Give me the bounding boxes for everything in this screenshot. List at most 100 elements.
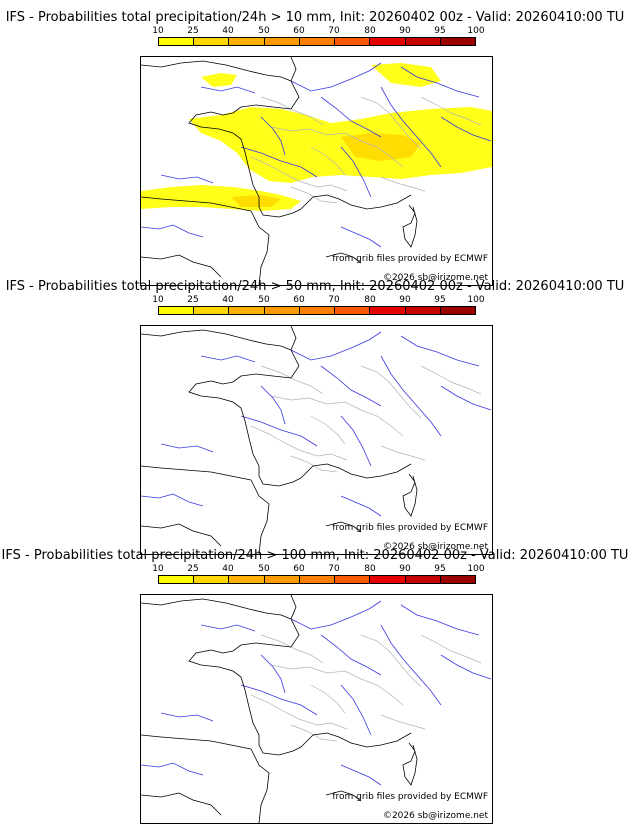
coastline bbox=[300, 732, 412, 748]
river bbox=[200, 86, 256, 94]
colorbar-segment bbox=[194, 576, 230, 583]
colorbar-tick: 70 bbox=[328, 564, 340, 574]
river bbox=[320, 96, 382, 138]
admin-border bbox=[310, 415, 346, 445]
admin-border bbox=[250, 156, 348, 192]
panel-title: IFS - Probabilities total precipitation/… bbox=[5, 279, 625, 294]
france-map bbox=[141, 595, 492, 823]
river bbox=[200, 355, 256, 363]
colorbar-tick: 95 bbox=[434, 26, 446, 36]
colorbar-segment bbox=[299, 38, 336, 45]
colorbar-tick: 80 bbox=[364, 295, 376, 305]
colorbar-segment bbox=[194, 307, 230, 314]
colorbar-tick: 25 bbox=[187, 295, 199, 305]
admin-border bbox=[360, 634, 422, 688]
river bbox=[160, 174, 214, 184]
colorbar-tick: 95 bbox=[434, 295, 446, 305]
coastline bbox=[300, 194, 412, 210]
france-map bbox=[141, 326, 492, 554]
river bbox=[290, 600, 382, 630]
colorbar-tick: 95 bbox=[434, 564, 446, 574]
coastline bbox=[188, 618, 302, 756]
coastline bbox=[325, 252, 362, 264]
copyright-credit: ©2026 sb@irizome.net bbox=[382, 273, 488, 283]
river bbox=[160, 443, 214, 453]
panel-title: IFS - Probabilities total precipitation/… bbox=[5, 10, 625, 25]
map: from grib files provided by ECMWF ©2026 … bbox=[140, 56, 493, 286]
colorbar-tick: 70 bbox=[328, 26, 340, 36]
colorbar-tick: 10 bbox=[152, 26, 164, 36]
colorbar-tick: 10 bbox=[152, 564, 164, 574]
colorbar-tick: 70 bbox=[328, 295, 340, 305]
colorbar-segment bbox=[159, 576, 195, 583]
admin-borders bbox=[250, 365, 482, 473]
coastline bbox=[141, 734, 252, 750]
admin-border bbox=[250, 694, 348, 730]
admin-border bbox=[260, 634, 324, 664]
rivers bbox=[141, 331, 492, 517]
river bbox=[141, 493, 204, 507]
map-panel-50mm: IFS - Probabilities total precipitation/… bbox=[0, 279, 630, 555]
river bbox=[380, 624, 442, 706]
admin-border bbox=[380, 176, 426, 192]
colorbar-segment bbox=[264, 576, 300, 583]
precip-area bbox=[189, 107, 492, 183]
admin-border bbox=[380, 714, 426, 730]
colorbar-tick: 60 bbox=[293, 26, 305, 36]
colorbar: 10 25 40 50 60 70 80 90 95 100 bbox=[152, 295, 485, 317]
river bbox=[260, 385, 286, 425]
colorbar-strip bbox=[158, 575, 476, 584]
colorbar-tick: 80 bbox=[364, 564, 376, 574]
colorbar-segment bbox=[159, 38, 195, 45]
map-panel-10mm: IFS - Probabilities total precipitation/… bbox=[0, 10, 630, 286]
colorbar-tick: 40 bbox=[222, 26, 234, 36]
coastline bbox=[300, 463, 412, 479]
colorbar-tick: 50 bbox=[258, 564, 270, 574]
coastlines bbox=[141, 595, 418, 823]
river bbox=[290, 331, 382, 361]
colorbar-segment bbox=[405, 307, 441, 314]
river bbox=[260, 116, 286, 156]
river bbox=[340, 764, 382, 786]
panel-title: IFS - Probabilities total precipitation/… bbox=[1, 548, 629, 563]
river bbox=[160, 712, 214, 722]
colorbar-strip bbox=[158, 306, 476, 315]
colorbar-segment bbox=[370, 576, 406, 583]
coastlines bbox=[141, 326, 418, 554]
precip-area bbox=[371, 63, 441, 87]
colorbar-segment bbox=[299, 576, 336, 583]
admin-border bbox=[310, 146, 346, 176]
coastline bbox=[141, 60, 292, 82]
colorbar-segment bbox=[440, 576, 475, 583]
colorbar-ticks: 10 25 40 50 60 70 80 90 95 100 bbox=[152, 295, 484, 305]
colorbar-tick: 40 bbox=[222, 295, 234, 305]
admin-border bbox=[270, 126, 404, 168]
river bbox=[440, 654, 492, 680]
colorbar-ticks: 10 25 40 50 60 70 80 90 95 100 bbox=[152, 564, 484, 574]
river bbox=[340, 146, 372, 198]
coastline bbox=[141, 465, 252, 481]
precip-area bbox=[231, 195, 281, 207]
copyright-credit: ©2026 sb@irizome.net bbox=[382, 542, 488, 552]
admin-border bbox=[260, 96, 324, 126]
colorbar-strip bbox=[158, 37, 476, 46]
admin-border bbox=[250, 425, 348, 461]
river bbox=[240, 146, 318, 178]
rivers bbox=[141, 600, 492, 786]
colorbar-tick: 25 bbox=[187, 564, 199, 574]
source-credit: from grib files provided by ECMWF bbox=[332, 792, 488, 802]
river bbox=[340, 226, 382, 248]
river bbox=[440, 385, 492, 411]
colorbar-tick: 50 bbox=[258, 295, 270, 305]
coastline bbox=[402, 742, 418, 786]
colorbar-segment bbox=[335, 38, 371, 45]
colorbar-tick: 100 bbox=[467, 26, 485, 36]
river bbox=[290, 62, 382, 92]
coastline bbox=[290, 57, 297, 82]
colorbar-segment bbox=[335, 576, 371, 583]
admin-border bbox=[260, 365, 324, 395]
admin-border bbox=[420, 365, 482, 395]
coastline bbox=[325, 790, 362, 802]
rivers bbox=[141, 62, 492, 248]
coastline bbox=[141, 598, 292, 620]
